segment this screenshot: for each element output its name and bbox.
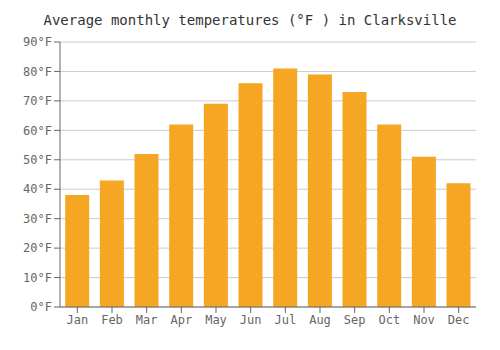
svg-text:Oct: Oct — [378, 313, 400, 327]
svg-text:60°F: 60°F — [23, 124, 52, 138]
svg-text:May: May — [205, 313, 227, 327]
svg-text:Nov: Nov — [413, 313, 435, 327]
svg-text:0°F: 0°F — [30, 300, 52, 314]
svg-text:80°F: 80°F — [23, 65, 52, 79]
svg-text:Jan: Jan — [66, 313, 88, 327]
svg-text:50°F: 50°F — [23, 153, 52, 167]
svg-text:Sep: Sep — [344, 313, 366, 327]
svg-text:Dec: Dec — [448, 313, 470, 327]
svg-text:Jul: Jul — [274, 313, 296, 327]
svg-text:Mar: Mar — [136, 313, 158, 327]
svg-text:20°F: 20°F — [23, 241, 52, 255]
svg-text:70°F: 70°F — [23, 94, 52, 108]
svg-text:Feb: Feb — [101, 313, 123, 327]
svg-text:40°F: 40°F — [23, 182, 52, 196]
svg-text:10°F: 10°F — [23, 271, 52, 285]
svg-text:Jun: Jun — [240, 313, 262, 327]
svg-text:Apr: Apr — [170, 313, 192, 327]
svg-text:Aug: Aug — [309, 313, 331, 327]
svg-text:90°F: 90°F — [23, 35, 52, 49]
svg-text:30°F: 30°F — [23, 212, 52, 226]
html-text:Average monthly temperatures (: Average monthly temperatures (°F ) in Cl… — [43, 12, 457, 28]
